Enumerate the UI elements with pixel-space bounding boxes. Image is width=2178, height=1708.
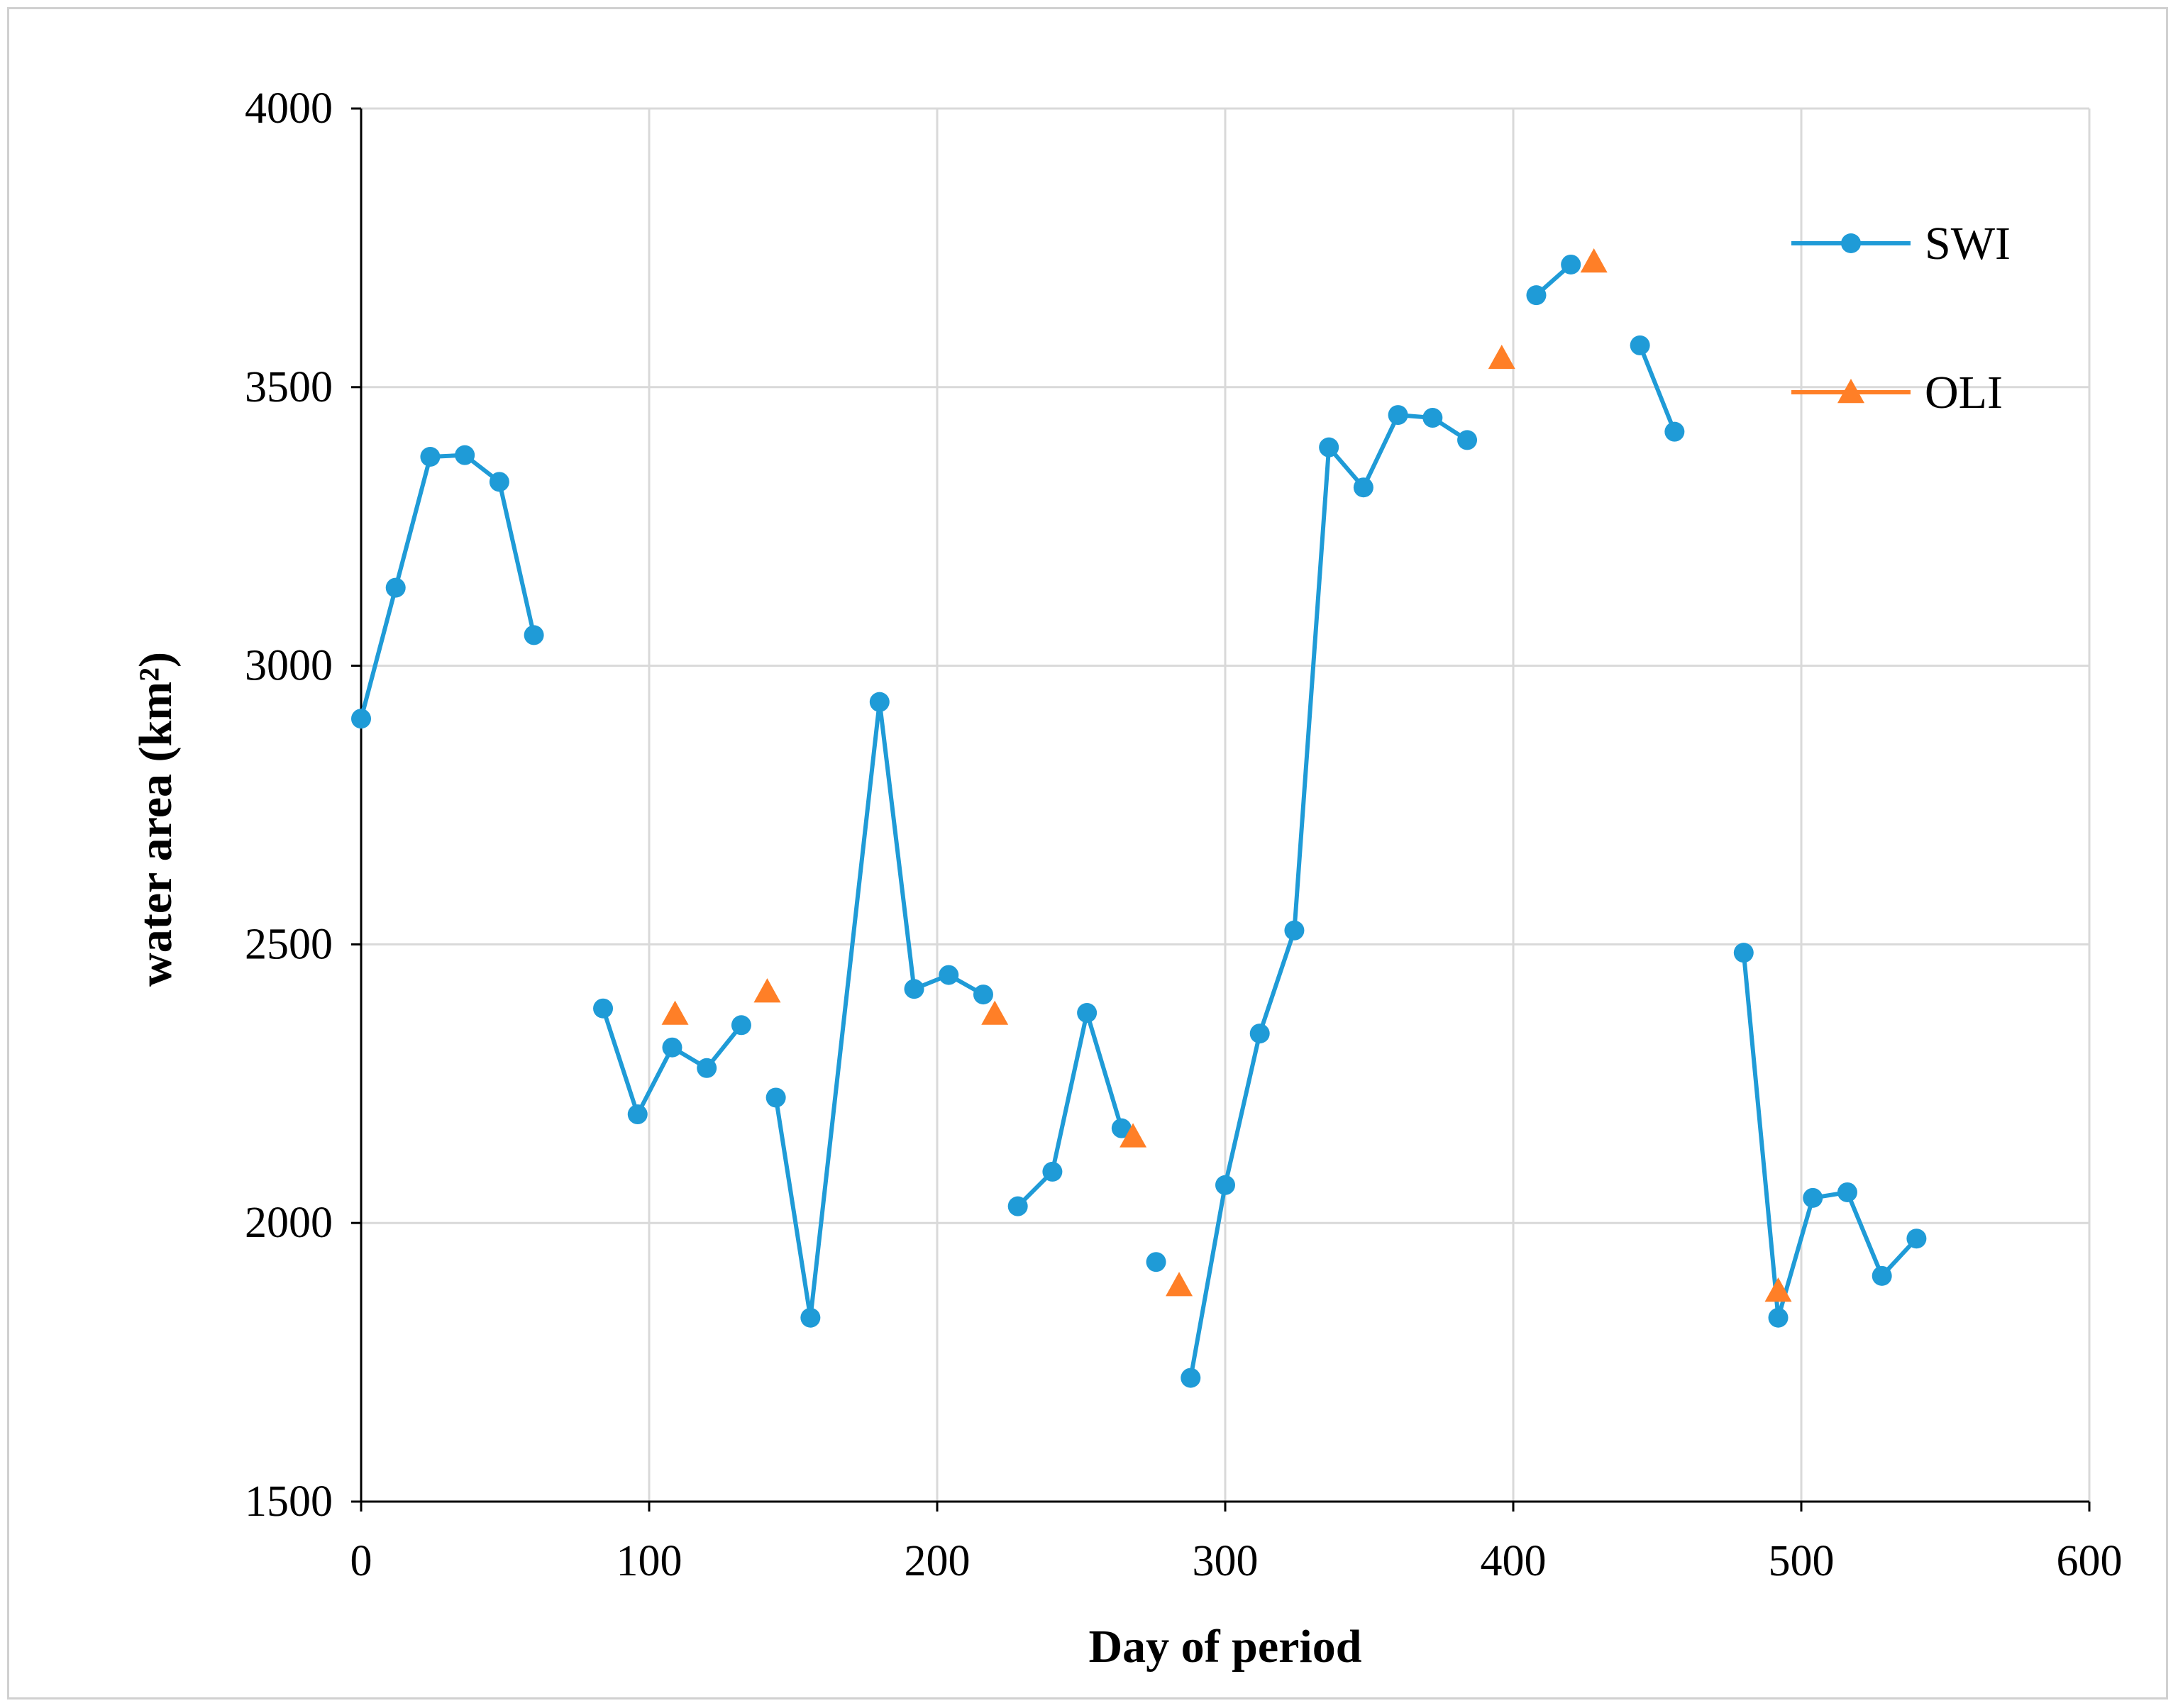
data-point-swi [385,577,406,598]
data-point-swi [800,1307,821,1328]
data-point-swi [765,1087,786,1108]
legend-label: OLI [1925,367,2003,418]
data-point-swi [973,985,993,1005]
gridlines [361,107,2091,1502]
y-tick-label: 4000 [245,84,333,133]
data-point-swi [1630,335,1650,355]
series-line-swi [359,453,536,719]
data-point-swi [351,709,371,729]
series-line-swi [1741,952,1918,1320]
data-point-swi [1906,1229,1927,1249]
data-point-swi [1422,408,1443,428]
y-axis-title: water area (km²) [130,652,182,987]
series-line-swi [773,699,985,1320]
data-point-oli [1580,248,1608,273]
legend: SWI OLI [1791,218,2011,418]
data-point-swi [1837,1182,1857,1202]
data-point-oli [753,978,781,1003]
data-point-swi [1111,1118,1132,1138]
legend-marker-swi [1841,233,1861,253]
chart-frame: 0 100 200 300 400 500 600 1500 2000 2500 3000 3500… [7,7,2168,1699]
y-tick-labels: 1500 2000 2500 3000 3500 4000 [245,84,333,1526]
axes [351,107,2091,1512]
data-point-swi [869,692,890,712]
data-point-swi [1353,477,1373,498]
x-tick-label: 400 [1481,1537,1547,1585]
data-point-swi [1803,1187,1823,1208]
data-point-swi [627,1104,648,1125]
data-point-swi [524,625,544,645]
x-axis-title: Day of period [1089,1621,1362,1673]
data-point-swi [593,998,614,1019]
data-point-swi [1181,1368,1201,1388]
data-point-swi [1146,1252,1166,1272]
data-point-swi [1284,920,1305,941]
data-point-swi [939,965,959,985]
data-point-swi [1077,1003,1098,1024]
data-point-swi [1007,1196,1028,1216]
y-tick-label: 3500 [245,363,333,411]
data-point-swi [420,447,441,467]
series-line-swi [1188,413,1469,1379]
data-point-swi [1872,1265,1892,1286]
data-point-swi [697,1058,717,1078]
data-point-oli [1166,1272,1193,1297]
series-oli [661,248,1792,1302]
data-point-swi [1561,254,1581,274]
data-point-swi [489,472,509,492]
data-point-swi [1042,1161,1063,1182]
data-point-oli [1120,1123,1147,1148]
data-point-oli [1764,1277,1792,1302]
data-point-swi [455,445,475,465]
data-point-swi [1768,1307,1789,1328]
data-point-swi [1319,437,1339,458]
legend-item-oli: OLI [1791,367,2003,418]
x-tick-labels: 0 100 200 300 400 500 600 [350,1537,2123,1585]
x-tick-label: 300 [1193,1537,1259,1585]
data-point-swi [1664,421,1685,442]
series-swi [351,254,1927,1388]
x-tick-label: 600 [2057,1537,2123,1585]
data-point-swi [662,1037,682,1058]
data-point-swi [1457,430,1478,450]
y-tick-label: 3000 [245,642,333,690]
y-tick-label: 2000 [245,1199,333,1247]
legend-label: SWI [1925,218,2011,270]
line-chart: 0 100 200 300 400 500 600 1500 2000 2500 3000 3500… [130,84,2123,1673]
data-point-swi [904,979,924,999]
y-tick-label: 1500 [245,1477,333,1526]
x-tick-label: 0 [350,1537,372,1585]
data-point-oli [1488,344,1515,370]
data-point-oli [981,1000,1009,1025]
legend-item-swi: SWI [1791,218,2011,270]
data-point-swi [1249,1024,1270,1044]
data-point-swi [1388,405,1408,426]
data-point-oli [661,1000,689,1025]
series-line-swi [1016,1011,1124,1208]
x-tick-label: 500 [1769,1537,1835,1585]
data-point-swi [731,1015,751,1036]
x-tick-label: 200 [905,1537,971,1585]
series-line-swi [1637,344,1677,433]
legend-marker-oli [1837,379,1864,404]
data-point-swi [1733,943,1754,963]
data-point-swi [1215,1175,1235,1195]
series-layer [351,248,1927,1388]
y-tick-label: 2500 [245,920,333,968]
data-point-swi [1526,285,1547,306]
x-tick-label: 100 [617,1537,682,1585]
